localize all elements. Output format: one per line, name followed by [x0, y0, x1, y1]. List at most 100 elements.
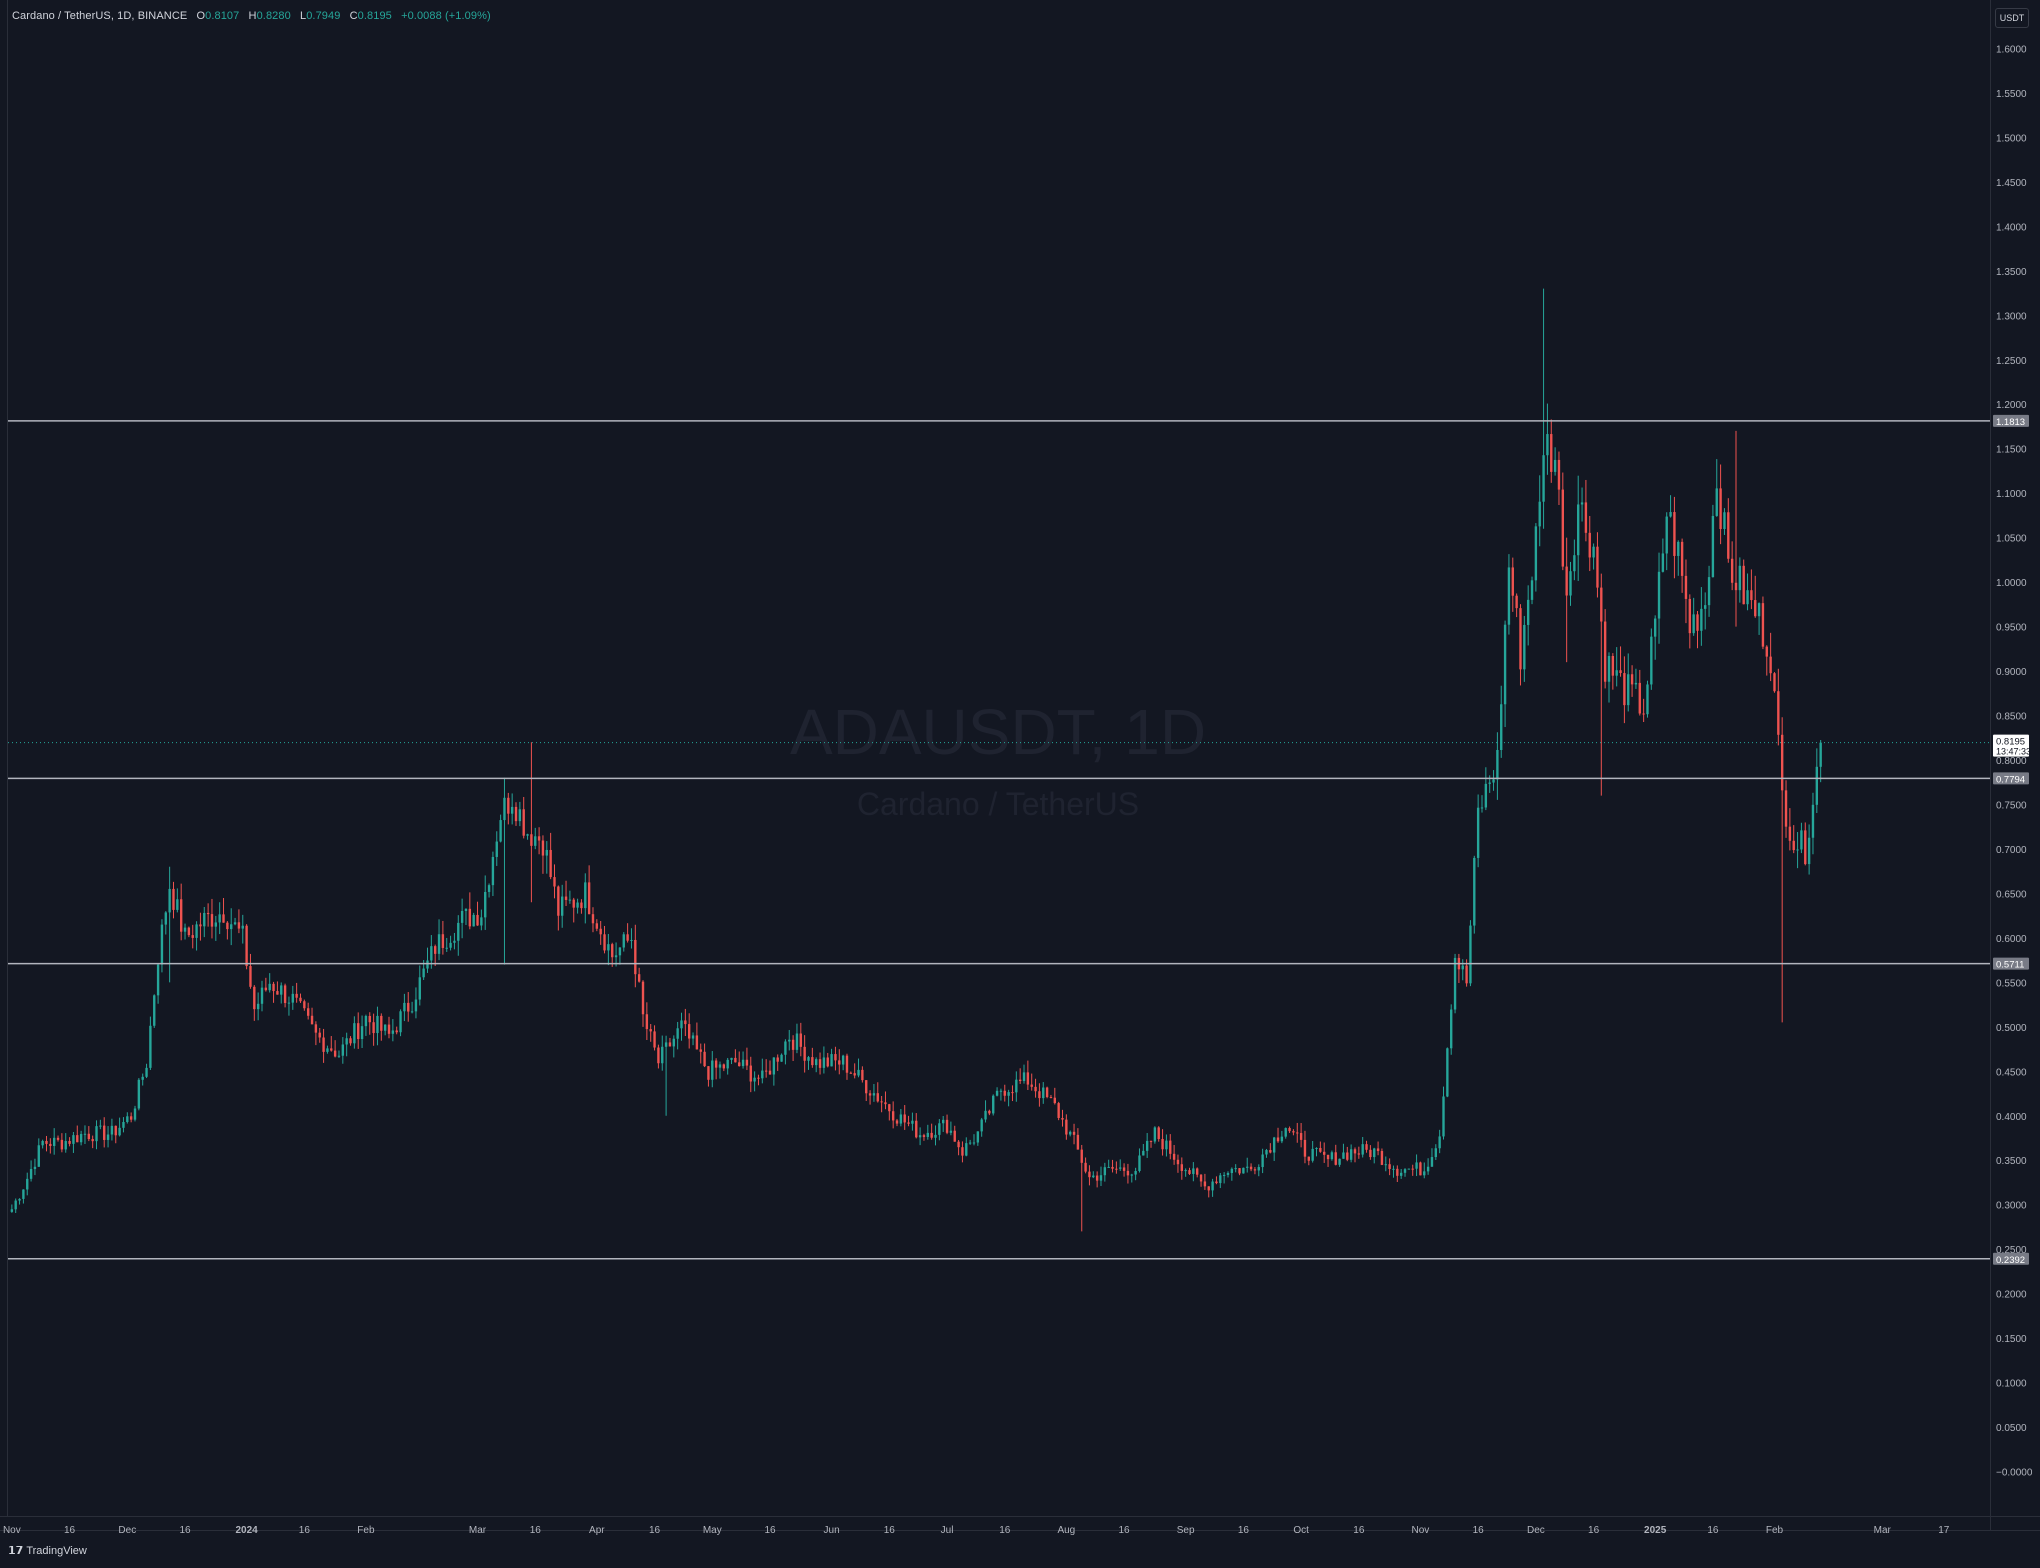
- candle-body: [896, 1120, 898, 1123]
- candle-body: [276, 991, 278, 995]
- candle-body: [1300, 1133, 1302, 1140]
- candle-body: [1750, 590, 1752, 600]
- candle-body: [1577, 504, 1579, 555]
- candle-body: [1311, 1149, 1313, 1161]
- candle-body: [692, 1035, 694, 1038]
- candle-body: [218, 914, 220, 922]
- candle-body: [1508, 567, 1510, 624]
- candle-body: [850, 1073, 852, 1074]
- ohlc-legend: Cardano / TetherUS, 1D, BINANCE O0.8107 …: [12, 10, 491, 22]
- candle-body: [619, 948, 621, 956]
- candle-body: [499, 820, 501, 841]
- footer-brand[interactable]: 𝟭𝟳 TradingView: [8, 1544, 87, 1557]
- candle-body: [1400, 1173, 1402, 1176]
- candle-body: [1292, 1131, 1294, 1132]
- candle-body: [1269, 1150, 1271, 1153]
- candle-body: [938, 1123, 940, 1135]
- candle-body: [1642, 713, 1644, 714]
- candle-body: [1046, 1088, 1048, 1097]
- candle-body: [315, 1024, 317, 1032]
- candle-body: [1358, 1153, 1360, 1154]
- candle-body: [1492, 779, 1494, 782]
- candle-body: [415, 1000, 417, 1012]
- y-tick-label: 0.9500: [1996, 623, 2027, 634]
- candle-body: [1485, 784, 1487, 808]
- candle-body: [472, 915, 474, 926]
- candle-body: [1735, 583, 1737, 590]
- candle-body: [103, 1126, 105, 1140]
- candle-body: [1192, 1168, 1194, 1174]
- candle-body: [842, 1056, 844, 1065]
- candle-body: [880, 1101, 882, 1102]
- y-tick-label: 1.0500: [1996, 534, 2027, 545]
- candle-body: [1200, 1175, 1202, 1182]
- high-key: H: [249, 10, 257, 22]
- candle-body: [1238, 1168, 1240, 1173]
- candle-body: [492, 857, 494, 885]
- candle-body: [1227, 1173, 1229, 1175]
- x-tick-label: Oct: [1293, 1525, 1309, 1536]
- candle-body: [1388, 1164, 1390, 1169]
- candle-body: [230, 924, 232, 929]
- candle-body: [1219, 1175, 1221, 1183]
- x-tick-label: Jun: [824, 1525, 840, 1536]
- candle-body: [1327, 1155, 1329, 1159]
- candle-body: [730, 1058, 732, 1060]
- candle-body: [877, 1093, 879, 1101]
- candle-body: [1623, 673, 1625, 705]
- candle-body: [569, 900, 571, 901]
- candle-body: [546, 850, 548, 856]
- candle-body: [1342, 1152, 1344, 1158]
- candle-body: [1527, 600, 1529, 625]
- candle-body: [1258, 1167, 1260, 1170]
- candle-body: [292, 994, 294, 1003]
- x-tick-label: Feb: [1766, 1525, 1784, 1536]
- candle-body: [696, 1035, 698, 1049]
- candle-body: [222, 914, 224, 922]
- candle-body: [1142, 1151, 1144, 1156]
- candle-body: [480, 917, 482, 925]
- candle-body: [118, 1128, 120, 1135]
- candle-body: [923, 1135, 925, 1137]
- candle-body: [869, 1093, 871, 1095]
- candle-body: [919, 1135, 921, 1137]
- candle-body: [673, 1039, 675, 1047]
- candle-body: [507, 798, 509, 814]
- candle-body: [1134, 1171, 1136, 1175]
- candle-body: [1104, 1167, 1106, 1175]
- candle-body: [611, 944, 613, 957]
- candle-body: [1069, 1132, 1071, 1135]
- candle-body: [238, 922, 240, 928]
- candle-body: [519, 809, 521, 821]
- candle-body: [1231, 1169, 1233, 1173]
- candle-body: [1123, 1167, 1125, 1170]
- candle-body: [688, 1024, 690, 1038]
- candle-body: [1450, 1010, 1452, 1049]
- y-tick-label: 0.8000: [1996, 756, 2027, 767]
- candle-body: [1677, 542, 1679, 556]
- candle-body: [280, 985, 282, 994]
- y-tick-label: 0.6500: [1996, 889, 2027, 900]
- candle-body: [1304, 1140, 1306, 1157]
- candle-body: [665, 1042, 667, 1046]
- candle-body: [707, 1066, 709, 1080]
- candle-body: [1646, 684, 1648, 714]
- candle-body: [1477, 808, 1479, 858]
- candle-body: [904, 1114, 906, 1122]
- candle-body: [1004, 1091, 1006, 1096]
- candle-body: [1308, 1157, 1310, 1161]
- candle-body: [1762, 603, 1764, 647]
- candle-body: [857, 1070, 859, 1076]
- candle-body: [1377, 1148, 1379, 1151]
- candle-body: [1346, 1152, 1348, 1159]
- x-tick-label: Mar: [1874, 1525, 1892, 1536]
- x-tick-label: 16: [179, 1525, 191, 1536]
- candle-body: [465, 909, 467, 911]
- x-tick-label: 16: [64, 1525, 76, 1536]
- candle-body: [369, 1016, 371, 1022]
- candle-body: [580, 903, 582, 909]
- candle-body: [757, 1078, 759, 1079]
- currency-scale-button[interactable]: USDT: [1995, 8, 2029, 28]
